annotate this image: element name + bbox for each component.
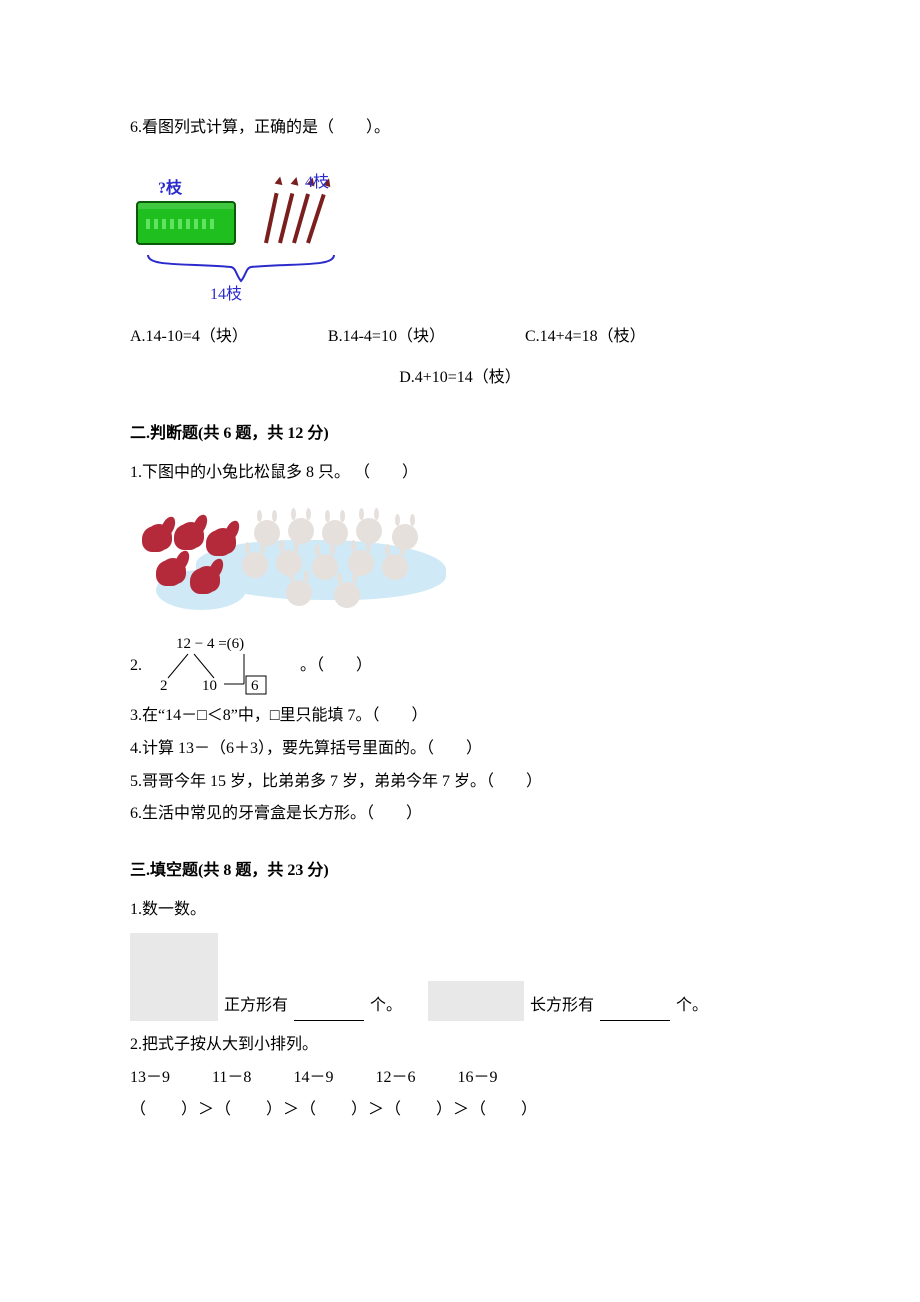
rabbit-icon	[286, 580, 312, 606]
section2-title: 二.判断题(共 6 题，共 12 分)	[130, 420, 790, 449]
expr-item: 11－8	[212, 1064, 251, 1093]
blank-input[interactable]	[600, 1004, 670, 1021]
squirrel-icon	[174, 524, 200, 550]
s3q1-row: 正方形有 个。 长方形有 个。	[130, 933, 790, 1021]
expr-item: 13－9	[130, 1064, 170, 1093]
square-grid-icon	[130, 933, 218, 1021]
rect-label-b: 个。	[676, 992, 708, 1021]
squirrel-icon	[142, 526, 168, 552]
q6-total-label: 14枝	[210, 281, 242, 310]
s3q1-text: 1.数一数。	[130, 896, 790, 925]
s2q6: 6.生活中常见的牙膏盒是长方形。（ ）	[130, 800, 790, 829]
pencil-icon	[264, 184, 280, 244]
s2q2-prefix: 2.	[130, 652, 142, 681]
s2q3: 3.在“14－□＜8”中，□里只能填 7。（ ）	[130, 702, 790, 731]
s3q2-compare: （ ）＞（ ）＞（ ）＞（ ）＞（ ）	[130, 1096, 790, 1125]
rabbit-icon	[322, 520, 348, 546]
squirrel-icon	[206, 530, 232, 556]
squirrel-icon	[190, 568, 216, 594]
rabbit-icon	[334, 582, 360, 608]
brace-icon	[146, 253, 336, 283]
rect-label-a: 长方形有	[530, 992, 594, 1021]
sq-label-b: 个。	[370, 992, 402, 1021]
left-branch: 2	[160, 678, 168, 694]
s2q4: 4.计算 13－（6＋3），要先算括号里面的。（ ）	[130, 735, 790, 764]
rabbit-icon	[312, 554, 338, 580]
expr-item: 14－9	[293, 1064, 333, 1093]
s2q5: 5.哥哥今年 15 岁，比弟弟多 7 岁，弟弟今年 7 岁。（ ）	[130, 768, 790, 797]
s3q2-text: 2.把式子按从大到小排列。	[130, 1031, 790, 1060]
blank-input[interactable]	[294, 1004, 364, 1021]
q6-unknown-label: ?枝	[158, 175, 182, 204]
rabbit-icon	[242, 552, 268, 578]
s2q2-figure: 12 − 4 =(6) 2 10 6	[146, 634, 296, 698]
q6-group-label: 4枝	[305, 169, 329, 198]
rabbit-icon	[392, 524, 418, 550]
q6-option-a: A.14-10=4（块）	[130, 323, 248, 352]
squirrel-icon	[156, 560, 182, 586]
q6-option-d: D.4+10=14（枝）	[399, 364, 521, 393]
section3-title: 三.填空题(共 8 题，共 23 分)	[130, 857, 790, 886]
expr-item: 16－9	[457, 1064, 497, 1093]
q6-options-row1: A.14-10=4（块） B.14-4=10（块） C.14+4=18（枝）	[130, 323, 790, 352]
q6-option-c: C.14+4=18（枝）	[525, 323, 646, 352]
right-branch: 10	[202, 678, 217, 694]
rabbit-icon	[254, 520, 280, 546]
s2q1-figure	[136, 510, 456, 620]
expr-item: 12－6	[375, 1064, 415, 1093]
q6-stem: 6.看图列式计算，正确的是（ ）。	[130, 114, 790, 143]
sq-label-a: 正方形有	[224, 992, 288, 1021]
rabbit-icon	[288, 518, 314, 544]
q6-options-row2: D.4+10=14（枝）	[130, 364, 790, 393]
s3q2-items: 13－9 11－8 14－9 12－6 16－9	[130, 1064, 790, 1093]
box-val: 6	[251, 678, 259, 694]
s2q1-text: 1.下图中的小兔比松鼠多 8 只。 （ ）	[130, 459, 790, 488]
rabbit-icon	[348, 550, 374, 576]
rabbit-icon	[382, 554, 408, 580]
expr-top: 12 − 4 =(6)	[176, 636, 244, 652]
pencil-box-icon	[136, 201, 236, 245]
q6-figure: ?枝 4枝 14枝	[130, 173, 390, 303]
rect-grid-icon	[428, 981, 524, 1021]
q6-option-b: B.14-4=10（块）	[328, 323, 445, 352]
s2q2-row: 2. 12 − 4 =(6) 2 10 6 。（ ）	[130, 634, 790, 698]
s2q2-suffix: 。（ ）	[300, 652, 372, 681]
